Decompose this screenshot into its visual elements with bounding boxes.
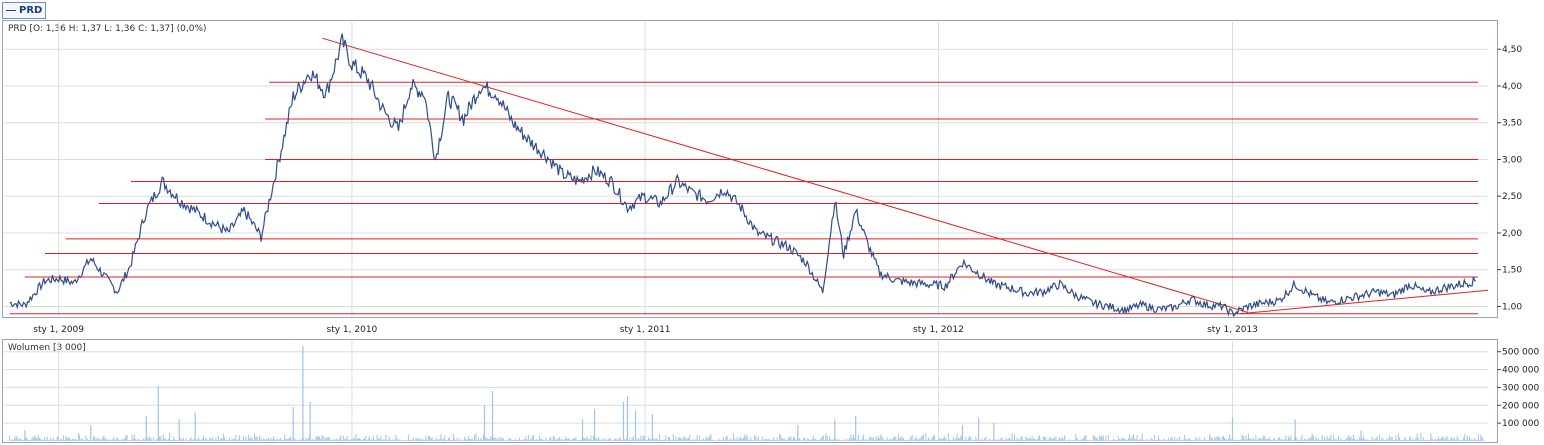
volume-tick-label: 400 000 <box>1502 366 1539 376</box>
x-tick-label: sty 1, 2010 <box>327 325 378 335</box>
symbol-tag-label: PRD <box>19 5 43 16</box>
volume-header: Wolumen [3 000] <box>8 343 86 353</box>
y-tick-label: 2,00 <box>1502 229 1522 239</box>
volume-tick-label: 100 000 <box>1502 419 1539 429</box>
price-panel[interactable]: PRD [O: 1,36 H: 1,37 L: 1,36 C: 1,37] (0… <box>2 20 1498 318</box>
y-tick-label: 3,50 <box>1502 119 1522 129</box>
y-tick-label: 1,50 <box>1502 266 1522 276</box>
price-header: PRD [O: 1,36 H: 1,37 L: 1,36 C: 1,37] (0… <box>8 24 207 34</box>
y-tick-label: 3,00 <box>1502 155 1522 165</box>
volume-tick-label: 200 000 <box>1502 401 1539 411</box>
symbol-tag[interactable]: PRD <box>2 2 47 19</box>
x-tick-label: sty 1, 2009 <box>33 325 84 335</box>
x-tick-label: sty 1, 2012 <box>913 325 964 335</box>
y-tick-label: 1,00 <box>1502 302 1522 312</box>
y-tick-label: 4,00 <box>1502 82 1522 92</box>
x-tick-label: sty 1, 2013 <box>1207 325 1258 335</box>
x-tick-label: sty 1, 2011 <box>620 325 671 335</box>
y-tick-label: 4,50 <box>1502 45 1522 55</box>
volume-tick-label: 500 000 <box>1502 348 1539 358</box>
volume-tick-label: 300 000 <box>1502 383 1539 393</box>
volume-panel[interactable]: Wolumen [3 000] <box>2 339 1498 443</box>
series-line-swatch <box>6 10 16 11</box>
y-tick-label: 2,50 <box>1502 192 1522 202</box>
